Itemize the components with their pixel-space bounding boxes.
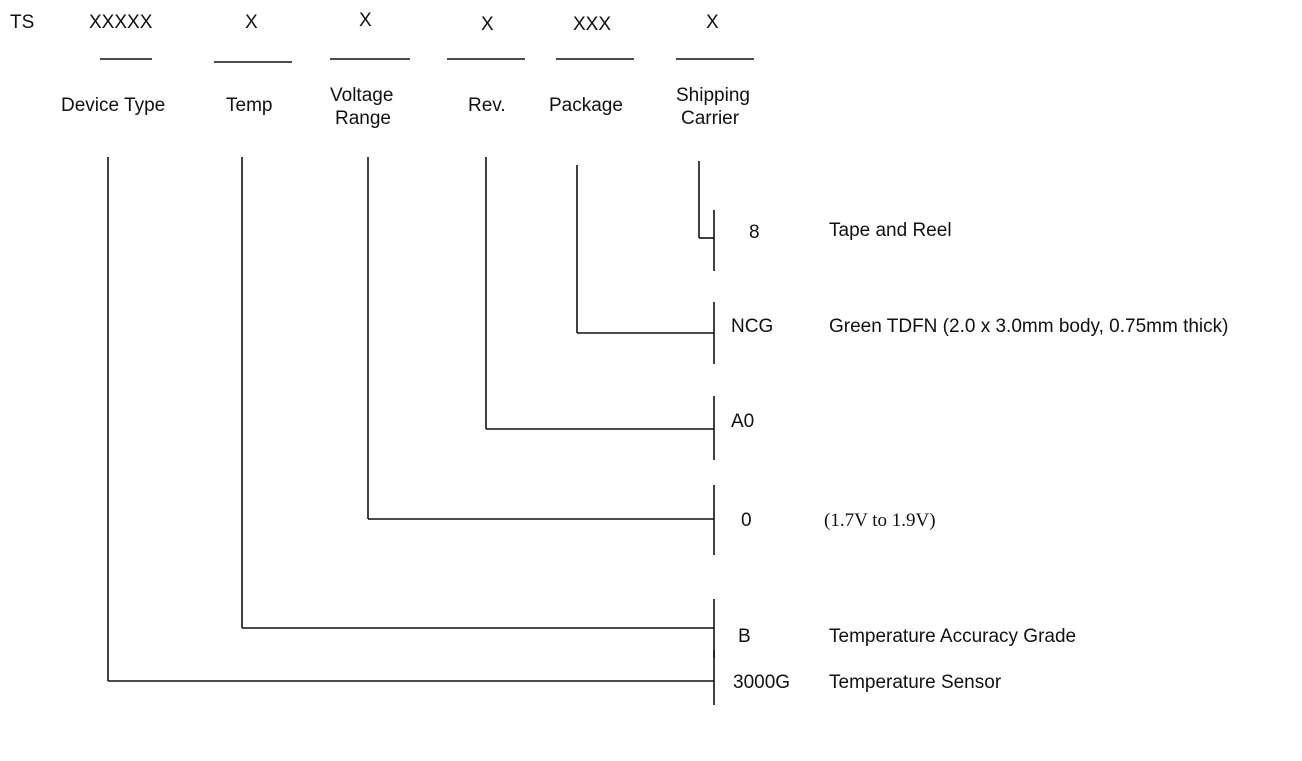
option-desc-voltage: (1.7V to 1.9V) (824, 510, 936, 531)
field-label: Device Type (61, 95, 165, 116)
field-label: Package (549, 95, 623, 116)
field-label-line2: Carrier (681, 108, 740, 129)
field-label-line2: Range (335, 108, 391, 129)
field-code: X (359, 10, 372, 31)
field-label: Shipping (676, 85, 750, 106)
option-desc-package: Green TDFN (2.0 x 3.0mm body, 0.75mm thi… (829, 316, 1228, 337)
field-code: XXX (573, 14, 611, 35)
field-code: X (706, 12, 719, 33)
option-desc-device-type: Temperature Sensor (829, 672, 1002, 693)
field-device-type: XXXXX Device Type (61, 12, 165, 116)
prefix-code: TS (10, 12, 34, 33)
field-label: Voltage (330, 85, 393, 106)
option-desc-shipping: Tape and Reel (829, 220, 952, 241)
field-label: Rev. (468, 95, 506, 116)
field-rev: X Rev. (447, 14, 525, 116)
field-code: XXXXX (89, 12, 153, 33)
field-shipping-carrier: X Shipping Carrier (676, 12, 754, 129)
field-voltage-range: X Voltage Range (330, 10, 410, 129)
option-code-package: NCG (731, 316, 773, 337)
option-code-voltage: 0 (741, 510, 752, 531)
field-code: X (481, 14, 494, 35)
option-code-rev: A0 (731, 411, 754, 432)
option-code-device-type: 3000G (733, 672, 790, 693)
option-desc-temp: Temperature Accuracy Grade (829, 626, 1076, 647)
field-temp: X Temp (214, 12, 292, 116)
field-package: XXX Package (549, 14, 634, 116)
option-code-shipping: 8 (749, 222, 760, 243)
option-code-temp: B (738, 626, 751, 647)
field-label: Temp (226, 95, 272, 116)
field-code: X (245, 12, 258, 33)
